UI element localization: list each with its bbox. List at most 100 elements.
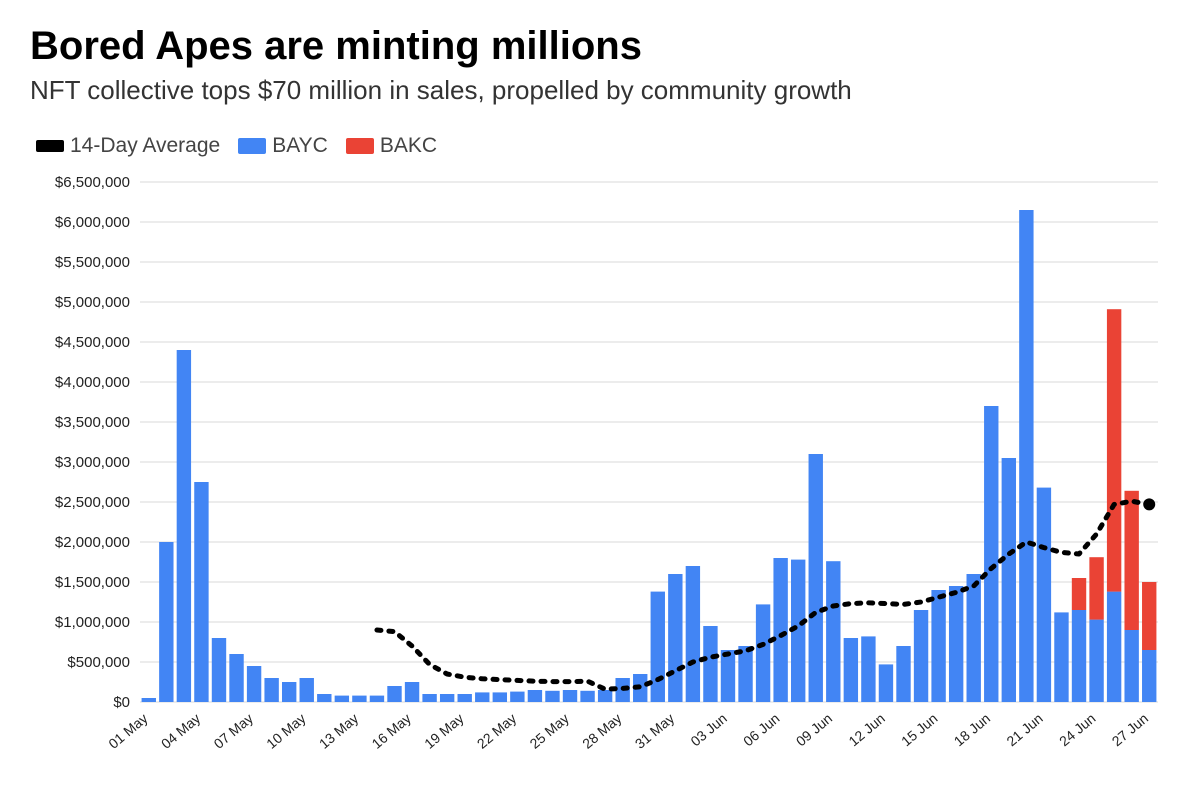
chart-subtitle: NFT collective tops $70 million in sales…: [30, 75, 1170, 106]
x-tick-label: 12 Jun: [845, 710, 887, 749]
bayc-bar: [458, 694, 472, 702]
bayc-bar: [1089, 620, 1103, 702]
bayc-bar: [879, 664, 893, 702]
y-tick-label: $4,000,000: [55, 374, 130, 391]
bayc-bar: [440, 694, 454, 702]
bayc-bar: [721, 650, 735, 702]
bayc-bar: [370, 696, 384, 702]
bayc-bar: [1107, 592, 1121, 702]
bayc-bar: [212, 638, 226, 702]
bakc-bar: [1124, 491, 1138, 630]
bakc-bar: [1142, 582, 1156, 650]
bayc-bar: [967, 574, 981, 702]
x-tick-label: 25 May: [526, 710, 571, 752]
bayc-bar: [475, 692, 489, 702]
bayc-bar: [1002, 458, 1016, 702]
bayc-bar: [861, 636, 875, 702]
bayc-bar: [668, 574, 682, 702]
legend-label-avg: 14-Day Average: [70, 134, 220, 158]
bayc-bar: [896, 646, 910, 702]
y-tick-label: $3,000,000: [55, 454, 130, 471]
bayc-bar: [703, 626, 717, 702]
y-tick-label: $3,500,000: [55, 414, 130, 431]
y-tick-label: $500,000: [67, 654, 130, 671]
x-tick-label: 04 May: [158, 710, 203, 752]
bayc-bar: [142, 698, 156, 702]
bayc-bar: [264, 678, 278, 702]
bayc-bar: [1124, 630, 1138, 702]
bayc-bar: [335, 696, 349, 702]
bayc-bar: [931, 590, 945, 702]
bayc-bar: [545, 691, 559, 702]
bayc-bar: [229, 654, 243, 702]
legend-item-bakc: BAKC: [346, 134, 437, 158]
bakc-swatch: [346, 138, 374, 154]
bayc-bar: [282, 682, 296, 702]
x-tick-label: 27 Jun: [1109, 710, 1151, 749]
x-tick-label: 16 May: [369, 710, 414, 752]
chart-container: $0 $500,000 $1,000,000 $1,500,000 $2,000,000…: [30, 172, 1170, 792]
bayc-bar: [1142, 650, 1156, 702]
y-tick-label: $5,000,000: [55, 294, 130, 311]
x-tick-label: 19 May: [421, 710, 466, 752]
bayc-bar: [387, 686, 401, 702]
bayc-bar: [1019, 210, 1033, 702]
legend-item-bayc: BAYC: [238, 134, 328, 158]
bayc-bar: [1072, 610, 1086, 702]
x-tick-label: 09 Jun: [793, 710, 835, 749]
y-tick-label: $1,500,000: [55, 574, 130, 591]
sales-chart: $0 $500,000 $1,000,000 $1,500,000 $2,000,000…: [30, 172, 1170, 792]
bayc-bar: [493, 692, 507, 702]
bayc-bar: [563, 690, 577, 702]
bayc-bar: [773, 558, 787, 702]
bayc-bar: [651, 592, 665, 702]
bayc-bar: [317, 694, 331, 702]
bayc-bar: [528, 690, 542, 702]
y-tick-label: $4,500,000: [55, 334, 130, 351]
x-tick-label: 28 May: [579, 710, 624, 752]
legend: 14-Day Average BAYC BAKC: [36, 134, 1170, 158]
bayc-bar: [949, 586, 963, 702]
bayc-bar: [352, 696, 366, 702]
bayc-bar: [844, 638, 858, 702]
bayc-bar: [1054, 612, 1068, 702]
bayc-bar: [809, 454, 823, 702]
x-tick-label: 18 Jun: [951, 710, 993, 749]
bayc-bar: [405, 682, 419, 702]
bayc-bar: [247, 666, 261, 702]
y-tick-label: $6,000,000: [55, 214, 130, 231]
bayc-bar: [194, 482, 208, 702]
bayc-bar: [300, 678, 314, 702]
bayc-bar: [756, 604, 770, 702]
y-tick-label: $2,000,000: [55, 534, 130, 551]
bayc-bar: [580, 691, 594, 702]
y-tick-label: $1,000,000: [55, 614, 130, 631]
avg-swatch: [36, 140, 64, 152]
chart-title: Bored Apes are minting millions: [30, 24, 1170, 69]
bakc-bar: [1107, 309, 1121, 591]
x-tick-label: 22 May: [474, 710, 519, 752]
bayc-bar: [159, 542, 173, 702]
bayc-bar: [914, 610, 928, 702]
bayc-bar: [984, 406, 998, 702]
x-tick-label: 13 May: [316, 710, 361, 752]
legend-label-bakc: BAKC: [380, 134, 437, 158]
y-tick-label: $0: [113, 694, 130, 711]
y-tick-label: $5,500,000: [55, 254, 130, 271]
x-tick-label: 10 May: [263, 710, 308, 752]
x-tick-label: 15 Jun: [898, 710, 940, 749]
bayc-bar: [738, 646, 752, 702]
legend-item-avg: 14-Day Average: [36, 134, 220, 158]
bayc-swatch: [238, 138, 266, 154]
bayc-bar: [177, 350, 191, 702]
bayc-bar: [598, 690, 612, 702]
x-tick-label: 31 May: [632, 710, 677, 752]
bayc-bar: [826, 561, 840, 702]
y-tick-label: $6,500,000: [55, 174, 130, 191]
avg-end-marker: [1143, 498, 1155, 510]
x-tick-label: 03 Jun: [687, 710, 729, 749]
bayc-bar: [422, 694, 436, 702]
bakc-bar: [1072, 578, 1086, 610]
bayc-bar: [686, 566, 700, 702]
x-tick-label: 21 Jun: [1003, 710, 1045, 749]
